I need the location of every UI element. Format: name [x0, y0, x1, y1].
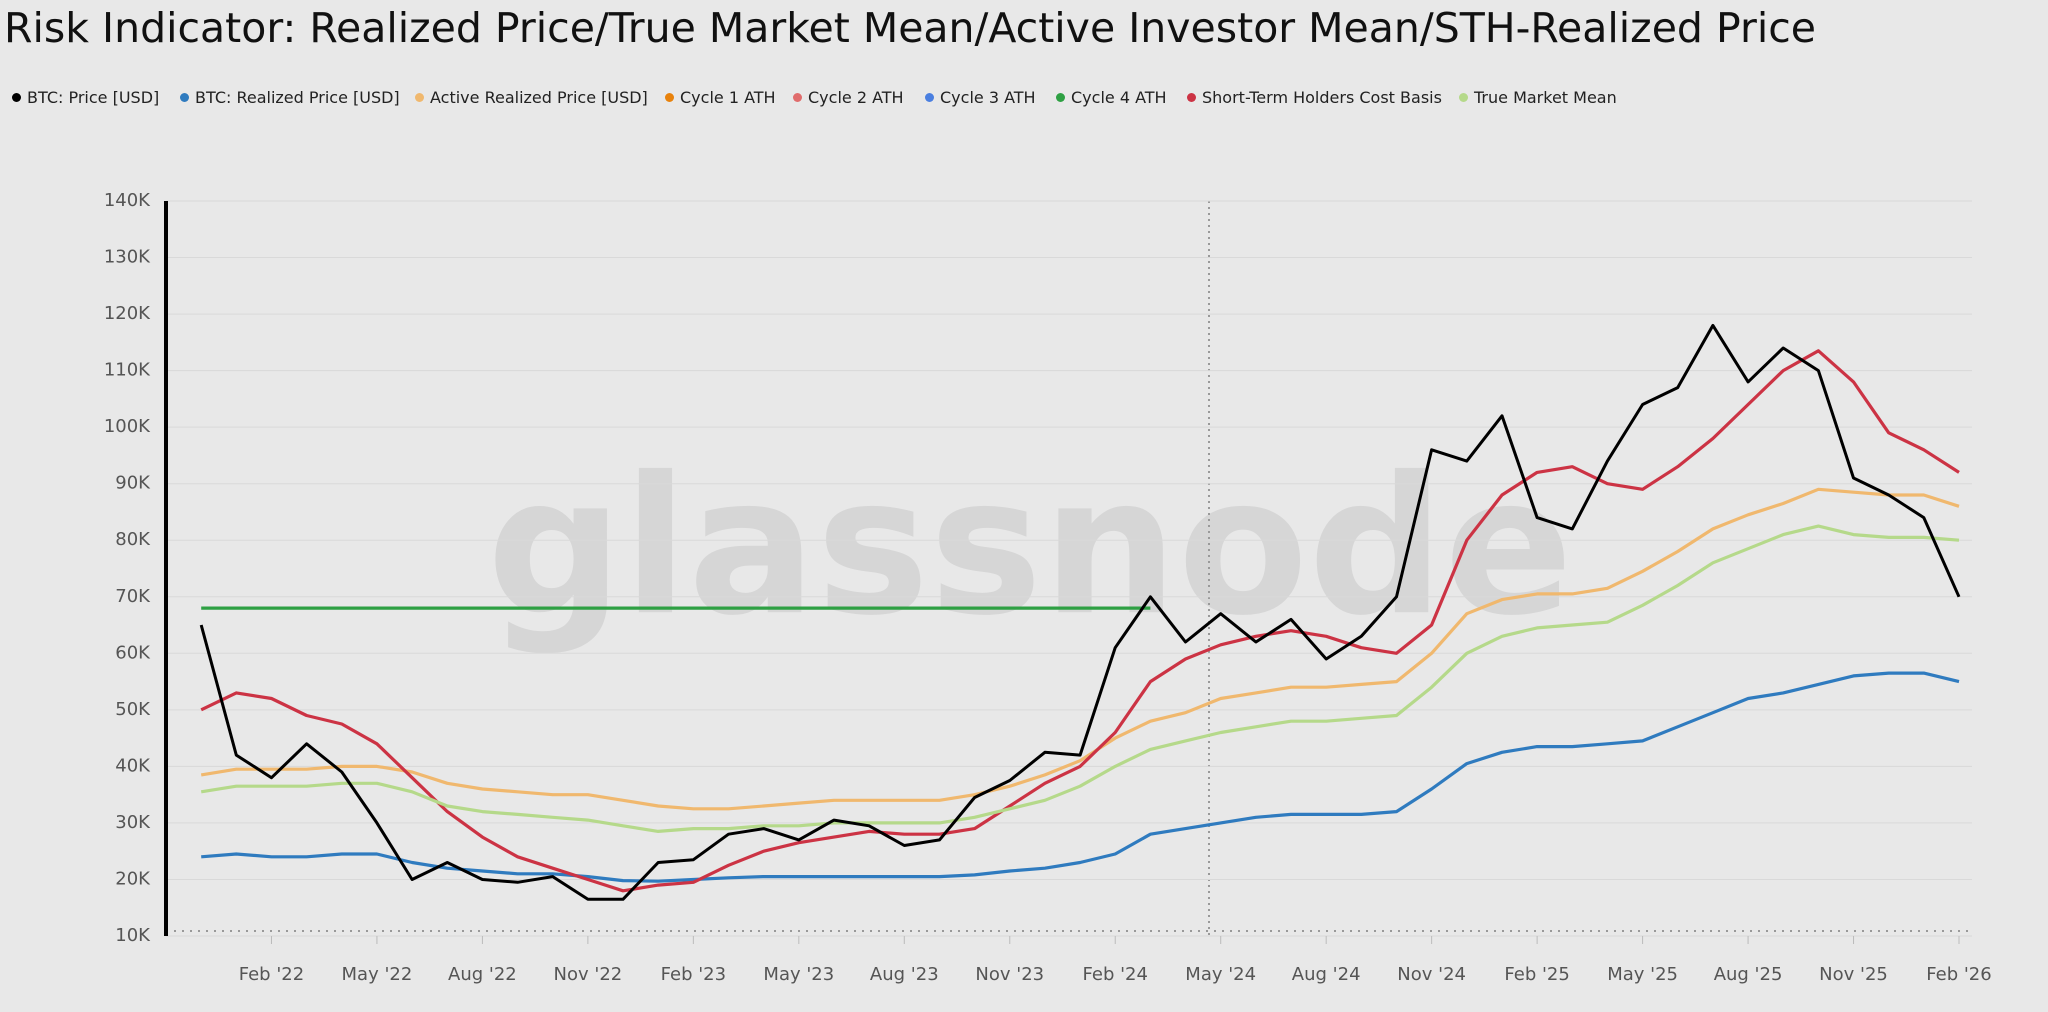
y-tick-label: 110K: [104, 360, 151, 381]
chart-title: Risk Indicator: Realized Price/True Mark…: [4, 4, 1816, 52]
x-tick-label: Feb '24: [1083, 964, 1148, 985]
series-line: [201, 671, 1960, 883]
y-tick-label: 20K: [115, 868, 151, 889]
series-line: [200, 349, 1960, 893]
legend-item: BTC: Price [USD]: [12, 88, 159, 107]
y-tick-label: 130K: [104, 247, 151, 268]
legend-label: Active Realized Price [USD]: [430, 88, 648, 107]
legend-item: Short-Term Holders Cost Basis: [1187, 88, 1442, 107]
y-tick-label: 70K: [115, 586, 151, 607]
legend-swatch: [665, 93, 674, 102]
legend-item: Cycle 3 ATH: [925, 88, 1036, 107]
y-tick-label: 60K: [115, 642, 151, 663]
legend-item: Cycle 4 ATH: [1056, 88, 1167, 107]
legend-item: Active Realized Price [USD]: [415, 88, 648, 107]
legend-label: Short-Term Holders Cost Basis: [1202, 88, 1442, 107]
x-tick-label: Aug '23: [870, 964, 939, 985]
x-tick-label: Feb '23: [661, 964, 726, 985]
watermark: glassnode: [487, 436, 1573, 657]
series-line: [199, 323, 1961, 901]
y-tick-label: 30K: [115, 812, 151, 833]
legend-label: Cycle 1 ATH: [680, 88, 776, 107]
legend-swatch: [1056, 93, 1065, 102]
legend-swatch: [1459, 93, 1468, 102]
series-line: [200, 524, 1960, 833]
legend-label: True Market Mean: [1474, 88, 1617, 107]
y-tick-label: 120K: [104, 303, 151, 324]
x-tick-label: Nov '23: [975, 964, 1044, 985]
x-tick-label: May '25: [1607, 964, 1678, 985]
x-tick-label: Nov '24: [1397, 964, 1466, 985]
legend-item: Cycle 2 ATH: [793, 88, 904, 107]
legend-label: Cycle 2 ATH: [808, 88, 904, 107]
x-tick-label: Feb '22: [239, 964, 304, 985]
y-tick-label: 80K: [115, 529, 151, 550]
legend-item: BTC: Realized Price [USD]: [180, 88, 400, 107]
y-tick-label: 40K: [115, 755, 151, 776]
legend-label: Cycle 4 ATH: [1071, 88, 1167, 107]
x-tick-label: May '22: [342, 964, 413, 985]
x-tick-label: Nov '22: [554, 964, 623, 985]
legend-item: Cycle 1 ATH: [665, 88, 776, 107]
legend-label: BTC: Realized Price [USD]: [195, 88, 400, 107]
series-line: [200, 487, 1960, 811]
legend-swatch: [1187, 93, 1196, 102]
legend-swatch: [793, 93, 802, 102]
legend-swatch: [415, 93, 424, 102]
x-tick-label: Feb '25: [1504, 964, 1569, 985]
x-tick-label: Aug '24: [1292, 964, 1361, 985]
y-tick-label: 140K: [104, 190, 151, 211]
y-tick-label: 100K: [104, 416, 151, 437]
y-tick-label: 90K: [115, 473, 151, 494]
x-tick-label: Aug '25: [1714, 964, 1783, 985]
x-tick-label: Feb '26: [1926, 964, 1991, 985]
legend: BTC: Price [USD] BTC: Realized Price [USD…: [12, 88, 2032, 110]
legend-swatch: [925, 93, 934, 102]
x-tick-label: May '24: [1185, 964, 1256, 985]
legend-label: BTC: Price [USD]: [27, 88, 160, 107]
legend-label: Cycle 3 ATH: [940, 88, 1036, 107]
legend-swatch: [12, 93, 21, 102]
legend-item: True Market Mean: [1459, 88, 1617, 107]
legend-swatch: [180, 93, 189, 102]
x-tick-label: Nov '25: [1819, 964, 1888, 985]
y-tick-label: 50K: [115, 699, 151, 720]
x-tick-label: May '23: [763, 964, 834, 985]
x-tick-label: Aug '22: [448, 964, 517, 985]
y-tick-label: 10K: [115, 925, 151, 946]
